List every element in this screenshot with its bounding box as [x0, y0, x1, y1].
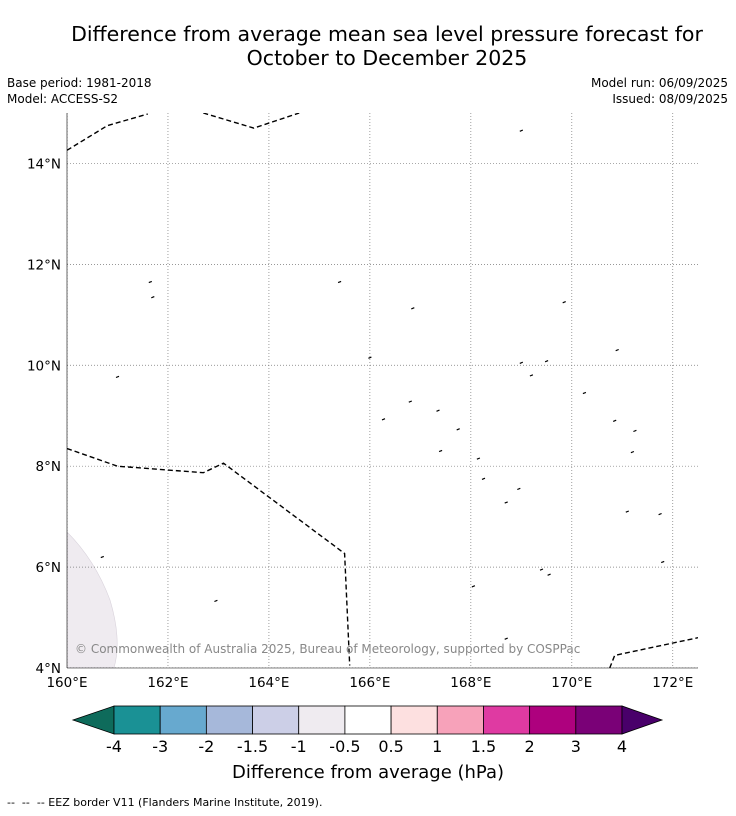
island-coastline: [115, 375, 120, 379]
lat-tick-label: 4°N: [36, 661, 61, 677]
lat-tick-label: 6°N: [36, 560, 61, 576]
colorbar-swatch: [483, 705, 531, 735]
meta-left: Base period: 1981-2018 Model: ACCESS-S2: [7, 75, 152, 107]
colorbar-swatch: [205, 705, 253, 735]
island-coastline: [612, 419, 617, 422]
island-coastline: [408, 400, 413, 403]
island-coastline: [481, 477, 486, 480]
title-line-1: Difference from average mean sea level p…: [71, 22, 703, 46]
colorbar-swatch: [298, 705, 346, 735]
lon-tick-label: 172°E: [652, 675, 693, 691]
island-coastline: [660, 560, 665, 564]
colorbar-label: Difference from average (hPa): [232, 762, 504, 783]
island-coastline: [476, 457, 481, 460]
island-coastline: [582, 391, 587, 395]
island-coastline: [100, 555, 105, 559]
lat-tick-label: 12°N: [27, 257, 61, 273]
island-coastline: [436, 409, 440, 412]
island-coastline: [625, 510, 630, 513]
island-coastline: [519, 129, 524, 132]
eez-border-line: [67, 447, 351, 666]
lon-tick-label: 168°E: [450, 675, 491, 691]
title-line-2: October to December 2025: [246, 46, 528, 70]
colorbar-tick-label: 1: [432, 737, 442, 756]
forecast-map: © Commonwealth of Australia 2025, Bureau…: [27, 113, 698, 783]
island-coastline: [562, 301, 566, 304]
island-coastline: [337, 280, 342, 284]
island-coastline: [547, 573, 551, 576]
meta-right: Model run: 06/09/2025 Issued: 08/09/2025: [591, 75, 728, 107]
lon-tick-label: 160°E: [46, 675, 87, 691]
island-coastline: [630, 450, 635, 454]
chart-title: Difference from average mean sea level p…: [0, 22, 736, 70]
colorbar-tick-label: 2: [525, 737, 535, 756]
island-coastline: [438, 449, 443, 453]
lat-tick-label: 14°N: [27, 156, 61, 172]
eez-border-line: [67, 113, 148, 151]
issued-date: Issued: 08/09/2025: [612, 92, 728, 106]
colorbar-swatch: [575, 705, 623, 735]
island-coastline: [517, 487, 521, 491]
colorbar-swatch: [344, 705, 392, 735]
base-period: Base period: 1981-2018: [7, 76, 152, 90]
island-coastline: [504, 501, 508, 504]
island-coastline: [615, 348, 619, 352]
island-coastline: [214, 599, 218, 603]
island-coastline: [381, 418, 386, 421]
lat-tick-label: 10°N: [27, 358, 61, 374]
lon-tick-label: 166°E: [349, 675, 390, 691]
island-coastline: [504, 637, 508, 640]
lon-tick-label: 164°E: [248, 675, 289, 691]
colorbar-swatch: [113, 705, 161, 735]
eez-footnote: -- -- -- EEZ border V11 (Flanders Marine…: [7, 796, 323, 809]
pressure-anomaly-region: [67, 531, 118, 668]
island-coastline: [471, 585, 476, 588]
colorbar-tick-label: -0.5: [329, 737, 360, 756]
island-coastline: [151, 296, 155, 299]
colorbar-swatch: [252, 705, 300, 735]
island-coastline: [529, 374, 534, 377]
island-coastline: [658, 512, 662, 516]
island-coastline: [411, 307, 415, 310]
island-coastline: [519, 361, 524, 364]
island-coastline: [456, 428, 460, 431]
colorbar-tick-label: 4: [617, 737, 627, 756]
island-coastline: [148, 280, 153, 284]
copyright-text: © Commonwealth of Australia 2025, Bureau…: [75, 642, 580, 656]
eez-border-line: [203, 113, 300, 129]
colorbar-swatch: [159, 705, 207, 735]
plot-area: © Commonwealth of Australia 2025, Bureau…: [67, 113, 698, 668]
colorbar-swatch: [390, 705, 438, 735]
island-coastline: [544, 360, 549, 363]
colorbar-extend-high: [621, 705, 664, 735]
model-run: Model run: 06/09/2025: [590, 76, 728, 90]
colorbar-swatch: [529, 705, 577, 735]
eez-border-line: [609, 637, 698, 668]
lat-tick-label: 8°N: [36, 459, 61, 475]
model-name: Model: ACCESS-S2: [7, 92, 119, 106]
colorbar-tick-label: -1.5: [237, 737, 268, 756]
colorbar-swatch: [436, 705, 484, 735]
colorbar-tick-label: -1: [291, 737, 307, 756]
lon-tick-label: 162°E: [147, 675, 188, 691]
lon-tick-label: 170°E: [551, 675, 592, 691]
colorbar-tick-label: 0.5: [378, 737, 403, 756]
island-coastline: [368, 356, 372, 359]
island-coastline: [539, 568, 544, 571]
island-coastline: [633, 429, 637, 433]
colorbar-tick-label: 1.5: [471, 737, 496, 756]
colorbar-tick-label: 3: [571, 737, 581, 756]
colorbar-tick-label: -4: [106, 737, 122, 756]
colorbar-extend-low: [71, 705, 115, 735]
colorbar-tick-label: -3: [152, 737, 168, 756]
colorbar-tick-label: -2: [198, 737, 214, 756]
